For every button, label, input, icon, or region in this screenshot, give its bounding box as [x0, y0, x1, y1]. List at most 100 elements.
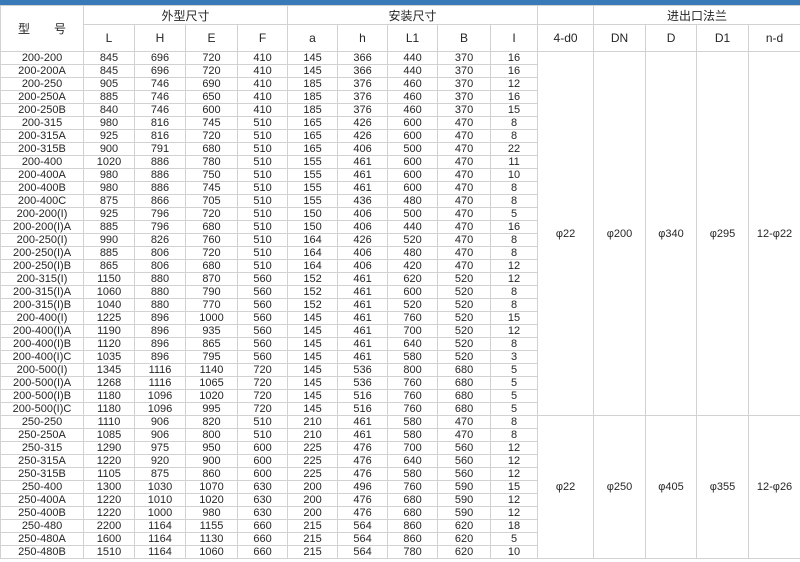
- model-cell: 200-250(I): [0, 233, 84, 247]
- value-cell: 22: [490, 142, 539, 156]
- value-cell: 920: [134, 454, 186, 468]
- model-cell: 200-400(I)A: [0, 324, 84, 338]
- value-cell: 560: [437, 467, 492, 481]
- model-cell: 200-400: [0, 155, 84, 169]
- value-cell: 16: [490, 90, 539, 104]
- value-cell: 580: [387, 467, 439, 481]
- value-cell: 1164: [134, 545, 186, 559]
- group-header-outline-dimensions: 外型尺寸: [82, 5, 289, 25]
- value-cell: 150: [287, 207, 339, 221]
- value-cell: 406: [337, 207, 389, 221]
- table-row: 200-200 845 696 720 410 145 366 440 370 16 φ22 φ200…: [0, 51, 800, 416]
- value-cell: 15: [490, 103, 539, 117]
- value-cell: 145: [287, 350, 339, 364]
- value-cell: 760: [185, 233, 238, 247]
- value-cell: 520: [437, 285, 492, 299]
- value-cell: 1000: [185, 311, 238, 325]
- col-header-H: H: [134, 24, 186, 52]
- value-cell: 460: [387, 90, 439, 104]
- model-cell: 200-500(I): [0, 363, 84, 377]
- flange-merged-cell: φ200: [593, 51, 647, 416]
- value-cell: 370: [437, 103, 492, 117]
- value-cell: 925: [83, 207, 135, 221]
- value-cell: 12: [490, 272, 539, 286]
- value-cell: 406: [337, 220, 389, 234]
- table-row: 250-400A 1220 1010 1020 630 200 476 680 590 12: [0, 493, 800, 507]
- value-cell: 520: [387, 298, 439, 312]
- value-cell: 510: [236, 181, 289, 195]
- value-cell: 1140: [185, 363, 238, 377]
- value-cell: 520: [387, 233, 439, 247]
- value-cell: 420: [387, 259, 439, 273]
- value-cell: 1180: [83, 389, 135, 403]
- value-cell: 510: [236, 246, 289, 260]
- value-cell: 8: [490, 116, 539, 130]
- header-group-row: 型 号 外型尺寸 安装尺寸 进出口法兰: [0, 5, 800, 52]
- value-cell: 436: [337, 194, 389, 208]
- value-cell: 152: [287, 285, 339, 299]
- value-cell: 520: [437, 298, 492, 312]
- value-cell: 880: [134, 272, 186, 286]
- table-row: 250-250 1110 906 820 510 210 461 580 470 8 φ22 φ250…: [0, 415, 800, 559]
- value-cell: 461: [337, 428, 389, 442]
- value-cell: 760: [387, 311, 439, 325]
- flange-merged-cell: φ22: [537, 51, 595, 416]
- table-row: 250-315B 1105 875 860 600 225 476 580 560 12: [0, 467, 800, 481]
- value-cell: 875: [134, 467, 186, 481]
- value-cell: 215: [287, 545, 339, 559]
- value-cell: 461: [337, 181, 389, 195]
- model-cell: 250-315: [0, 441, 84, 455]
- value-cell: 564: [337, 519, 389, 533]
- model-cell: 200-315: [0, 116, 84, 130]
- value-cell: 840: [83, 103, 135, 117]
- value-cell: 660: [236, 519, 289, 533]
- value-cell: 760: [387, 402, 439, 416]
- value-cell: 620: [387, 272, 439, 286]
- value-cell: 560: [236, 272, 289, 286]
- value-cell: 720: [236, 402, 289, 416]
- model-cell: 200-500(I)A: [0, 376, 84, 390]
- value-cell: 410: [236, 64, 289, 78]
- col-header-h: h: [337, 24, 389, 52]
- value-cell: 995: [185, 402, 238, 416]
- flange-merged-cell: φ295: [696, 51, 750, 416]
- value-cell: 1225: [83, 311, 135, 325]
- top-accent-bar: [0, 0, 800, 5]
- value-cell: 900: [83, 142, 135, 156]
- table-row: 200-250B 840 746 600 410 185 376 460 370 15: [0, 103, 800, 117]
- value-cell: 1065: [185, 376, 238, 390]
- value-cell: 896: [134, 337, 186, 351]
- value-cell: 164: [287, 233, 339, 247]
- col-header-L1: L1: [387, 24, 439, 52]
- value-cell: 470: [437, 142, 492, 156]
- value-cell: 800: [185, 428, 238, 442]
- value-cell: 225: [287, 467, 339, 481]
- value-cell: 470: [437, 259, 492, 273]
- value-cell: 1070: [185, 480, 238, 494]
- value-cell: 410: [236, 103, 289, 117]
- value-cell: 935: [185, 324, 238, 338]
- model-cell: 250-480A: [0, 532, 84, 546]
- value-cell: 370: [437, 77, 492, 91]
- value-cell: 516: [337, 402, 389, 416]
- value-cell: 1130: [185, 532, 238, 546]
- value-cell: 885: [83, 246, 135, 260]
- value-cell: 870: [185, 272, 238, 286]
- value-cell: 845: [83, 64, 135, 78]
- table-body: 200-200 845 696 720 410 145 366 440 370 16 φ22 φ200…: [0, 51, 800, 559]
- value-cell: 155: [287, 181, 339, 195]
- value-cell: 980: [83, 181, 135, 195]
- value-cell: 12: [490, 506, 539, 520]
- value-cell: 5: [490, 376, 539, 390]
- table-row: 200-500(I)A 1268 1116 1065 720 145 536 760 680 5: [0, 376, 800, 390]
- model-cell: 250-400: [0, 480, 84, 494]
- table-row: 250-315 1290 975 950 600 225 476 700 560 12: [0, 441, 800, 455]
- table-row: 250-400 1300 1030 1070 630 200 496 760 590 15: [0, 480, 800, 494]
- value-cell: 12: [490, 77, 539, 91]
- model-cell: 200-250(I)A: [0, 246, 84, 260]
- value-cell: 860: [185, 467, 238, 481]
- value-cell: 980: [83, 116, 135, 130]
- value-cell: 461: [337, 168, 389, 182]
- model-cell: 200-200A: [0, 64, 84, 78]
- value-cell: 590: [437, 506, 492, 520]
